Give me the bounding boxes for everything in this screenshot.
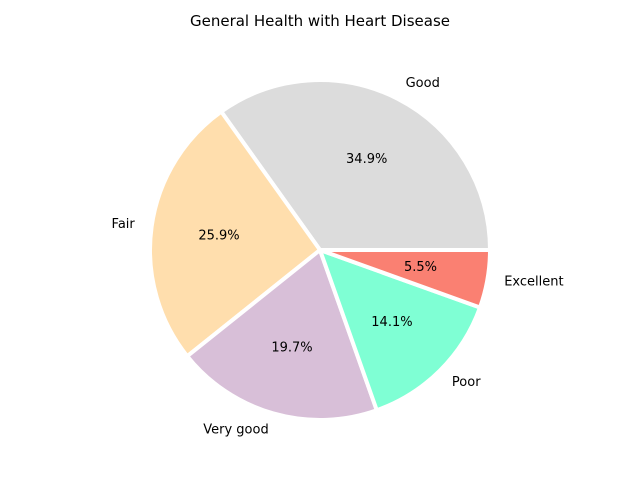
pie-labels: Good 34.9% Fair 25.9% Very good 19.7% Poor 14.1… — [112, 76, 564, 437]
slice-label-good: Good — [406, 76, 440, 91]
pct-label-very-good: 19.7% — [271, 341, 312, 356]
pie-slice-poor — [318, 248, 482, 413]
pie-slice-good — [219, 78, 492, 252]
pct-label-excellent: 5.5% — [404, 260, 437, 275]
pct-label-poor: 14.1% — [371, 315, 412, 330]
pie-slice-fair — [148, 109, 322, 359]
pct-label-good: 34.9% — [346, 152, 387, 167]
pct-label-fair: 25.9% — [198, 228, 239, 243]
slice-label-fair: Fair — [112, 217, 136, 232]
pie-slice-very-good — [185, 248, 379, 422]
slice-label-poor: Poor — [452, 375, 481, 390]
pie-slice-excellent — [318, 248, 492, 310]
slice-label-very-good: Very good — [203, 422, 268, 437]
pie-slices — [148, 78, 492, 422]
chart-title: General Health with Heart Disease — [190, 12, 450, 30]
slice-label-excellent: Excellent — [504, 275, 563, 290]
